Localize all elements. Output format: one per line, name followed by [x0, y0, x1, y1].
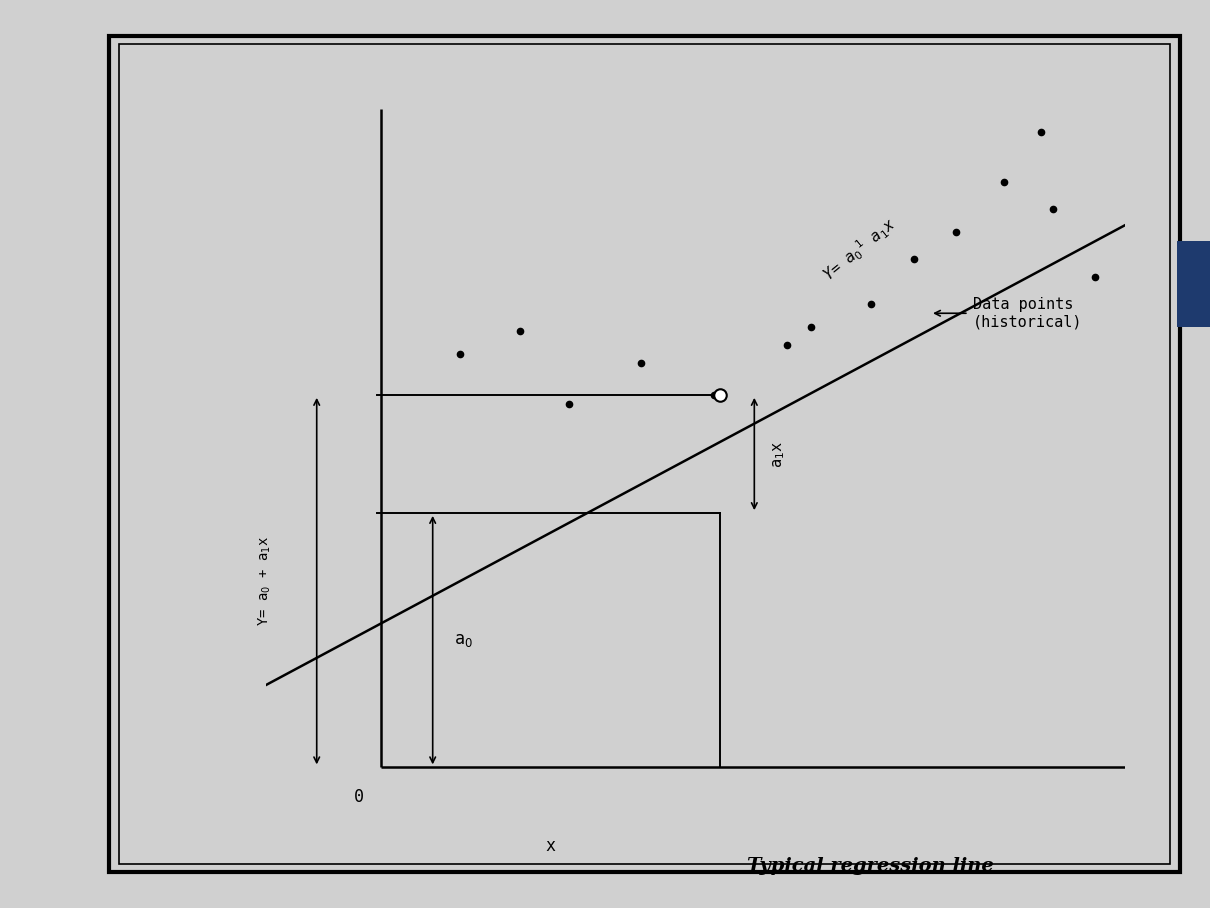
Text: 0: 0: [355, 788, 364, 806]
Text: x: x: [546, 837, 555, 854]
Text: Typical regression line: Typical regression line: [748, 857, 995, 875]
Bar: [119, 44, 1170, 864]
Text: Y= $a_0$$^1$ $a_1$x: Y= $a_0$$^1$ $a_1$x: [818, 213, 900, 286]
Bar: [109, 36, 1180, 872]
Text: Y= a$_0$ + a$_1$x: Y= a$_0$ + a$_1$x: [257, 536, 273, 627]
Text: Data points
(historical): Data points (historical): [973, 297, 1083, 330]
Text: a$_0$: a$_0$: [454, 631, 473, 649]
Bar: [1177, 241, 1210, 327]
Text: a$_1$x: a$_1$x: [772, 440, 788, 468]
